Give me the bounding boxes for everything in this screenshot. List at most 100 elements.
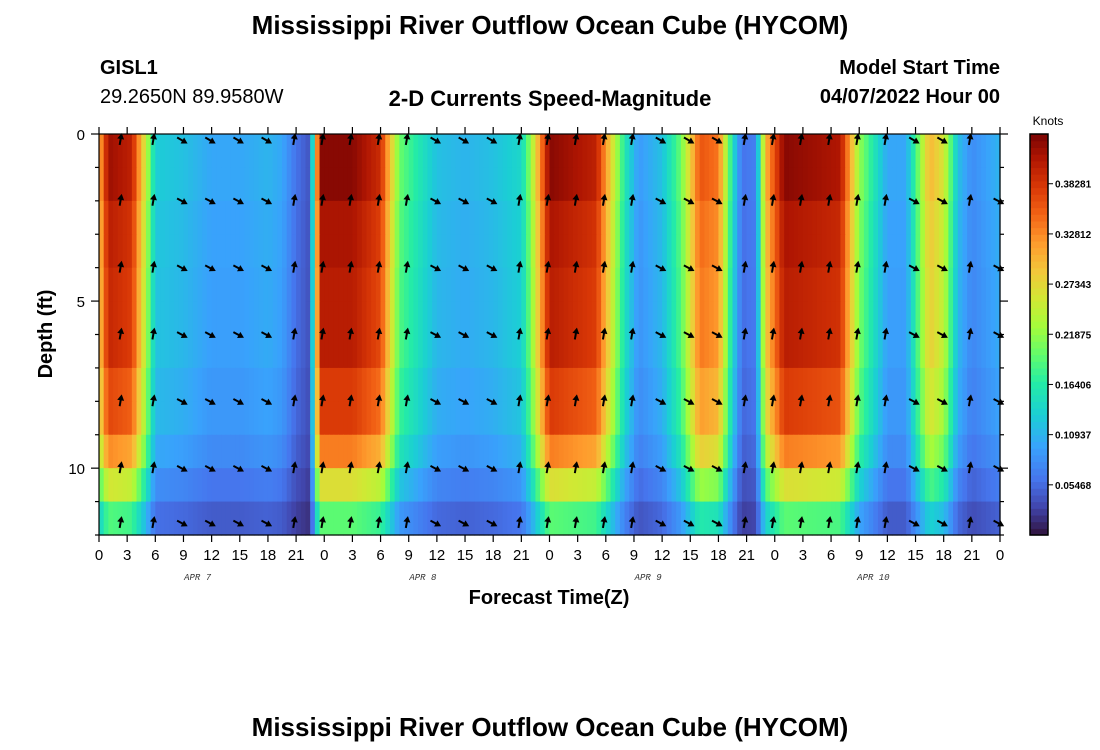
heatmap-cell (591, 334, 598, 369)
heatmap-cell (784, 434, 790, 469)
heatmap-cell (277, 501, 283, 536)
heatmap-cell (732, 134, 738, 169)
heatmap-cell (938, 301, 945, 336)
current-arrow (403, 516, 411, 529)
heatmap-cell (760, 267, 766, 302)
heatmap-cell (272, 267, 278, 302)
colorbar-segment (1030, 494, 1048, 503)
heatmap-cell (150, 134, 156, 169)
heatmap-cell (680, 501, 687, 536)
heatmap-cell (277, 234, 283, 269)
heatmap-cell (300, 468, 307, 503)
heatmap-cell (948, 468, 954, 503)
heatmap-cell (314, 267, 321, 302)
heatmap-cell (277, 468, 283, 503)
heatmap-cell (821, 367, 827, 402)
heatmap-cell (244, 267, 250, 302)
heatmap-cell (188, 200, 194, 235)
heatmap-cell (718, 334, 724, 369)
heatmap-cell (235, 301, 241, 336)
heatmap-cell (863, 401, 870, 436)
heatmap-cell (235, 367, 241, 402)
heatmap-cell (380, 134, 386, 169)
heatmap-cell (887, 200, 893, 235)
heatmap-cell (910, 501, 917, 536)
heatmap-cell (882, 468, 888, 503)
heatmap-cell (859, 301, 865, 336)
colorbar-segment (1030, 207, 1048, 215)
heatmap-cell (831, 367, 837, 402)
heatmap-cell (770, 167, 776, 202)
heatmap-cell (892, 501, 898, 536)
heatmap-cell (277, 134, 283, 169)
current-arrow (825, 260, 833, 273)
current-arrow (572, 394, 580, 407)
heatmap-cell (657, 200, 663, 235)
heatmap-cell (568, 267, 574, 302)
heatmap-cell (488, 200, 494, 235)
current-arrow (430, 197, 442, 205)
heatmap-cell (192, 134, 199, 169)
heatmap-cell (225, 401, 231, 436)
current-arrow (797, 394, 805, 407)
heatmap-cell (413, 468, 419, 503)
heatmap-cell (840, 134, 846, 169)
heatmap-cell (174, 267, 180, 302)
heatmap-cell (765, 167, 771, 202)
current-arrow (430, 519, 442, 527)
current-arrow (486, 264, 498, 272)
heatmap-cell (666, 167, 673, 202)
heatmap-cell (267, 501, 274, 536)
heatmap-cell (671, 200, 677, 235)
heatmap-cell (732, 267, 738, 302)
heatmap-cell (131, 234, 138, 269)
heatmap-cell (863, 501, 870, 536)
heatmap-cell (164, 134, 170, 169)
heatmap-cell (244, 200, 250, 235)
heatmap-cell (117, 301, 124, 336)
heatmap-cell (357, 468, 363, 503)
heatmap-cell (328, 434, 335, 469)
heatmap-cell (568, 134, 574, 169)
heatmap-cell (802, 134, 809, 169)
heatmap-cell (605, 434, 612, 469)
heatmap-cell (450, 267, 457, 302)
heatmap-cell (305, 234, 311, 269)
heatmap-cell (408, 200, 415, 235)
heatmap-cell (422, 367, 429, 402)
heatmap-cell (507, 367, 513, 402)
heatmap-cell (206, 468, 213, 503)
heatmap-cell (821, 434, 827, 469)
heatmap-cell (877, 434, 884, 469)
heatmap-cell (554, 234, 560, 269)
heatmap-cell (277, 334, 283, 369)
heatmap-cell (375, 401, 382, 436)
heatmap-cell (127, 434, 133, 469)
heatmap-cell (188, 134, 194, 169)
heatmap-cell (910, 200, 917, 235)
x-tick-label: 21 (738, 547, 755, 564)
heatmap-cell (380, 401, 386, 436)
heatmap-cell (601, 167, 607, 202)
heatmap-cell (976, 200, 982, 235)
heatmap-cell (680, 267, 687, 302)
heatmap-cell (141, 434, 147, 469)
heatmap-cell (422, 468, 429, 503)
heatmap-cell (211, 501, 217, 536)
current-arrow (347, 327, 355, 340)
heatmap-cell (427, 434, 433, 469)
heatmap-cell (357, 134, 363, 169)
heatmap-cell (230, 234, 236, 269)
heatmap-cell (164, 367, 170, 402)
heatmap-cell (821, 200, 827, 235)
current-arrow (544, 133, 552, 146)
heatmap-cell (812, 367, 818, 402)
heatmap-cell (272, 434, 278, 469)
heatmap-cell (643, 234, 649, 269)
heatmap-cell (924, 367, 931, 402)
colorbar-segment (1030, 468, 1048, 476)
heatmap-cell (141, 501, 147, 536)
heatmap-cell (239, 200, 246, 235)
current-arrow (117, 327, 125, 340)
heatmap-cell (221, 501, 227, 536)
